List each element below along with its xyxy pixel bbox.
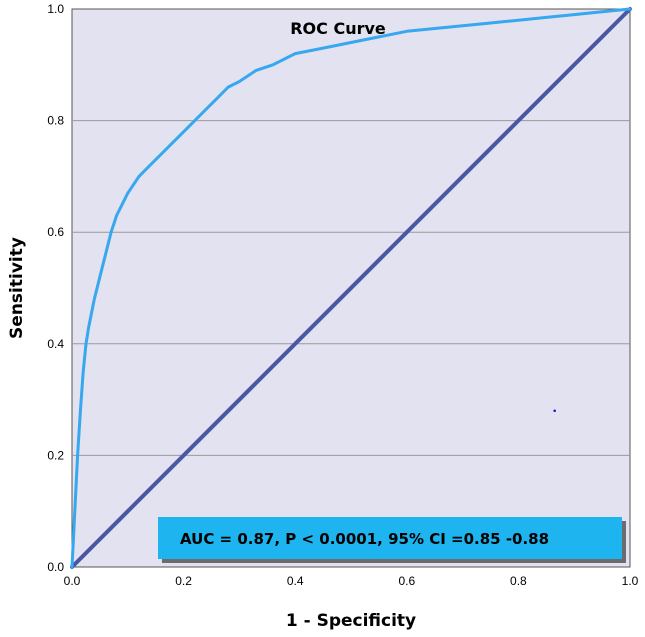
chart-title: ROC Curve xyxy=(290,19,386,38)
data-point xyxy=(553,409,556,413)
annotation-text: AUC = 0.87, P < 0.0001, 95% CI =0.85 -0.… xyxy=(180,530,549,548)
annotation-background xyxy=(158,517,622,559)
x-tick-label: 0.2 xyxy=(175,574,192,588)
y-tick-label: 0.8 xyxy=(47,114,64,128)
x-tick-label: 0.8 xyxy=(510,574,527,588)
x-tick-label: 0.4 xyxy=(287,574,304,588)
y-tick-label: 0.0 xyxy=(47,560,64,574)
y-tick-label: 0.2 xyxy=(47,448,64,462)
x-axis-label: 1 - Specificity xyxy=(286,611,416,631)
annotation-box: AUC = 0.87, P < 0.0001, 95% CI =0.85 -0.… xyxy=(158,517,626,563)
y-tick-label: 1.0 xyxy=(47,2,64,16)
grid xyxy=(72,120,630,456)
x-tick-label: 1.0 xyxy=(622,574,639,588)
series-layer xyxy=(70,7,632,569)
x-tick-label: 0.6 xyxy=(398,574,415,588)
y-axis-label: Sensitivity xyxy=(7,237,27,339)
x-tick-label: 0.0 xyxy=(64,574,81,588)
reference-diagonal-line xyxy=(70,7,632,569)
y-tick-label: 0.6 xyxy=(47,225,64,239)
roc-curve-line xyxy=(70,7,632,569)
y-tick-label: 0.4 xyxy=(47,337,64,351)
y-tick-labels: 0.0 0.2 0.4 0.6 0.8 1.0 xyxy=(47,2,64,574)
x-tick-labels: 0.0 0.2 0.4 0.6 0.8 1.0 xyxy=(64,574,639,588)
